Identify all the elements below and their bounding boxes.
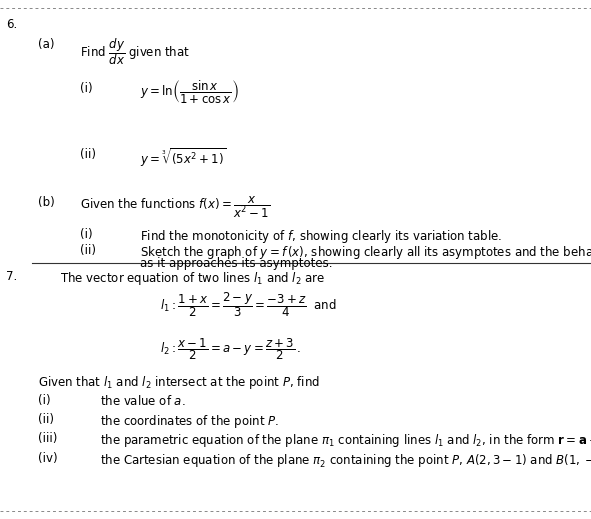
Text: Find $\dfrac{dy}{dx}$ given that: Find $\dfrac{dy}{dx}$ given that bbox=[80, 36, 190, 66]
Text: Given that $l_1$ and $l_2$ intersect at the point $P$, find: Given that $l_1$ and $l_2$ intersect at … bbox=[38, 374, 320, 391]
Text: 7.: 7. bbox=[6, 270, 17, 283]
Text: the parametric equation of the plane $\pi_1$ containing lines $l_1$ and $l_2$, i: the parametric equation of the plane $\p… bbox=[100, 432, 591, 449]
Text: (ii): (ii) bbox=[80, 148, 96, 161]
Text: as it approaches its asymptotes.: as it approaches its asymptotes. bbox=[140, 257, 333, 270]
Text: Find the monotonicity of $f$, showing clearly its variation table.: Find the monotonicity of $f$, showing cl… bbox=[140, 228, 502, 245]
Text: (i): (i) bbox=[38, 394, 51, 407]
Text: (ii): (ii) bbox=[38, 413, 54, 426]
Text: the coordinates of the point $P$.: the coordinates of the point $P$. bbox=[100, 413, 279, 430]
Text: $l_1 : \dfrac{1+x}{2} = \dfrac{2-y}{3} = \dfrac{-3+z}{4}$  and: $l_1 : \dfrac{1+x}{2} = \dfrac{2-y}{3} =… bbox=[160, 290, 337, 319]
Text: (ii): (ii) bbox=[80, 244, 96, 257]
Text: (i): (i) bbox=[80, 82, 93, 95]
Text: (i): (i) bbox=[80, 228, 93, 241]
Text: 6.: 6. bbox=[6, 18, 17, 31]
Text: (a): (a) bbox=[38, 38, 54, 51]
Text: the Cartesian equation of the plane $\pi_2^{\,}$ containing the point $P$, $A(2,: the Cartesian equation of the plane $\pi… bbox=[100, 452, 591, 470]
Text: $y = \sqrt[3]{\left(5x^2 + 1\right)}$: $y = \sqrt[3]{\left(5x^2 + 1\right)}$ bbox=[140, 146, 226, 169]
Text: The vector equation of two lines $l_1$ and $l_2$ are: The vector equation of two lines $l_1$ a… bbox=[60, 270, 325, 287]
Text: Sketch the graph of $y = f\,(x)$, showing clearly all its asymptotes and the beh: Sketch the graph of $y = f\,(x)$, showin… bbox=[140, 244, 591, 261]
Text: (b): (b) bbox=[38, 196, 55, 209]
Text: $y = \ln\!\left(\dfrac{\sin x}{1+\cos x}\right)$: $y = \ln\!\left(\dfrac{\sin x}{1+\cos x}… bbox=[140, 78, 239, 105]
Text: (iii): (iii) bbox=[38, 432, 57, 445]
Text: the value of $a$.: the value of $a$. bbox=[100, 394, 186, 408]
Text: $l_2 : \dfrac{x-1}{2} = a - y = \dfrac{z+3}{2}\,.$: $l_2 : \dfrac{x-1}{2} = a - y = \dfrac{z… bbox=[160, 336, 301, 362]
Text: (iv): (iv) bbox=[38, 452, 58, 465]
Text: Given the functions $f(x) = \dfrac{x}{x^2 - 1}$: Given the functions $f(x) = \dfrac{x}{x^… bbox=[80, 194, 270, 220]
